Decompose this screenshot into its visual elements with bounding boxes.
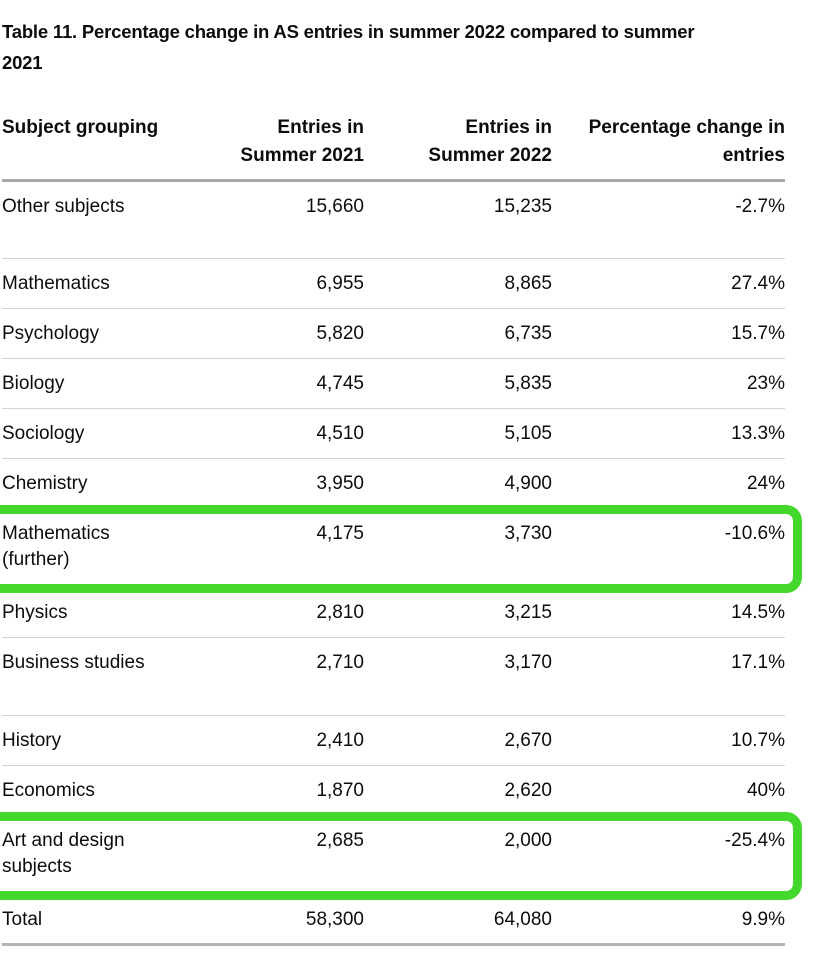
page-title: Table 11. Percentage change in AS entrie…	[2, 16, 762, 78]
entries-2022-cell: 5,835	[364, 358, 552, 409]
table-header: Subject grouping Entries in Summer 2021 E…	[2, 114, 785, 182]
table-row-history: History 2,410 2,670 10.7%	[2, 715, 785, 766]
change-cell: 9.9%	[552, 894, 785, 946]
subject-cell: History	[2, 715, 170, 766]
entries-2021-cell: 5,820	[170, 308, 364, 359]
subject-cell: Sociology	[2, 408, 170, 459]
entries-2022-cell: 64,080	[364, 894, 552, 946]
entries-2021-cell: 15,660	[170, 180, 364, 259]
entries-2021-cell: 58,300	[170, 894, 364, 946]
table-row-other-subjects: Other subjects 15,660 15,235 -2.7%	[2, 180, 785, 259]
change-cell: 27.4%	[552, 258, 785, 309]
entries-2021-cell: 4,175	[170, 508, 364, 588]
header-entries-2021: Entries in Summer 2021	[170, 114, 364, 182]
subject-cell: Biology	[2, 358, 170, 409]
entries-2022-cell: 6,735	[364, 308, 552, 359]
subject-cell: Total	[2, 894, 170, 946]
change-cell: -2.7%	[552, 180, 785, 259]
entries-2021-cell: 4,510	[170, 408, 364, 459]
entries-2022-cell: 5,105	[364, 408, 552, 459]
table-row-psychology: Psychology 5,820 6,735 15.7%	[2, 308, 785, 359]
subject-cell: Mathematics (further)	[2, 508, 170, 588]
entries-2021-cell: 1,870	[170, 765, 364, 816]
subject-cell: Other subjects	[2, 180, 170, 259]
change-cell: 15.7%	[552, 308, 785, 359]
table-body: Other subjects 15,660 15,235 -2.7% Mathe…	[2, 180, 785, 946]
page-title-line-1: Table 11. Percentage change in AS entrie…	[2, 21, 695, 42]
subject-cell: Chemistry	[2, 458, 170, 509]
table-row-art-and-design: Art and design subjects 2,685 2,000 -25.…	[2, 815, 785, 895]
entries-2022-cell: 2,000	[364, 815, 552, 895]
change-cell: 10.7%	[552, 715, 785, 766]
table-container: Subject grouping Entries in Summer 2021 E…	[0, 114, 802, 946]
page-title-line-2: 2021	[2, 52, 43, 73]
header-subject-grouping: Subject grouping	[2, 114, 170, 182]
change-cell: 23%	[552, 358, 785, 409]
change-cell: 40%	[552, 765, 785, 816]
entries-2021-cell: 4,745	[170, 358, 364, 409]
entries-2021-cell: 2,410	[170, 715, 364, 766]
entries-2022-cell: 4,900	[364, 458, 552, 509]
entries-2022-cell: 3,215	[364, 587, 552, 638]
table-row-economics: Economics 1,870 2,620 40%	[2, 765, 785, 816]
subject-cell: Mathematics	[2, 258, 170, 309]
entries-2022-cell: 15,235	[364, 180, 552, 259]
change-cell: 13.3%	[552, 408, 785, 459]
entries-2022-cell: 3,730	[364, 508, 552, 588]
header-entries-2022: Entries in Summer 2022	[364, 114, 552, 182]
header-percentage-change: Percentage change in entries	[552, 114, 785, 182]
entries-2021-cell: 2,710	[170, 637, 364, 716]
entries-2021-cell: 2,810	[170, 587, 364, 638]
entries-2021-cell: 6,955	[170, 258, 364, 309]
table-row-business-studies: Business studies 2,710 3,170 17.1%	[2, 637, 785, 716]
header-row: Subject grouping Entries in Summer 2021 E…	[2, 114, 785, 182]
change-cell: 17.1%	[552, 637, 785, 716]
change-cell: 14.5%	[552, 587, 785, 638]
subject-cell: Physics	[2, 587, 170, 638]
table-row-total: Total 58,300 64,080 9.9%	[2, 894, 785, 946]
change-cell: -25.4%	[552, 815, 785, 895]
subject-cell: Psychology	[2, 308, 170, 359]
change-cell: -10.6%	[552, 508, 785, 588]
change-cell: 24%	[552, 458, 785, 509]
table-row-mathematics-further: Mathematics (further) 4,175 3,730 -10.6%	[2, 508, 785, 588]
table-row-chemistry: Chemistry 3,950 4,900 24%	[2, 458, 785, 509]
table-row-sociology: Sociology 4,510 5,105 13.3%	[2, 408, 785, 459]
entries-2022-cell: 8,865	[364, 258, 552, 309]
entries-2022-cell: 2,620	[364, 765, 552, 816]
entries-2022-cell: 3,170	[364, 637, 552, 716]
subject-cell: Economics	[2, 765, 170, 816]
entries-data-table: Subject grouping Entries in Summer 2021 E…	[2, 114, 785, 946]
table-row-biology: Biology 4,745 5,835 23%	[2, 358, 785, 409]
entries-2022-cell: 2,670	[364, 715, 552, 766]
subject-cell: Business studies	[2, 637, 170, 716]
table-row-physics: Physics 2,810 3,215 14.5%	[2, 587, 785, 638]
entries-2021-cell: 2,685	[170, 815, 364, 895]
subject-cell: Art and design subjects	[2, 815, 170, 895]
table-row-mathematics: Mathematics 6,955 8,865 27.4%	[2, 258, 785, 309]
entries-2021-cell: 3,950	[170, 458, 364, 509]
